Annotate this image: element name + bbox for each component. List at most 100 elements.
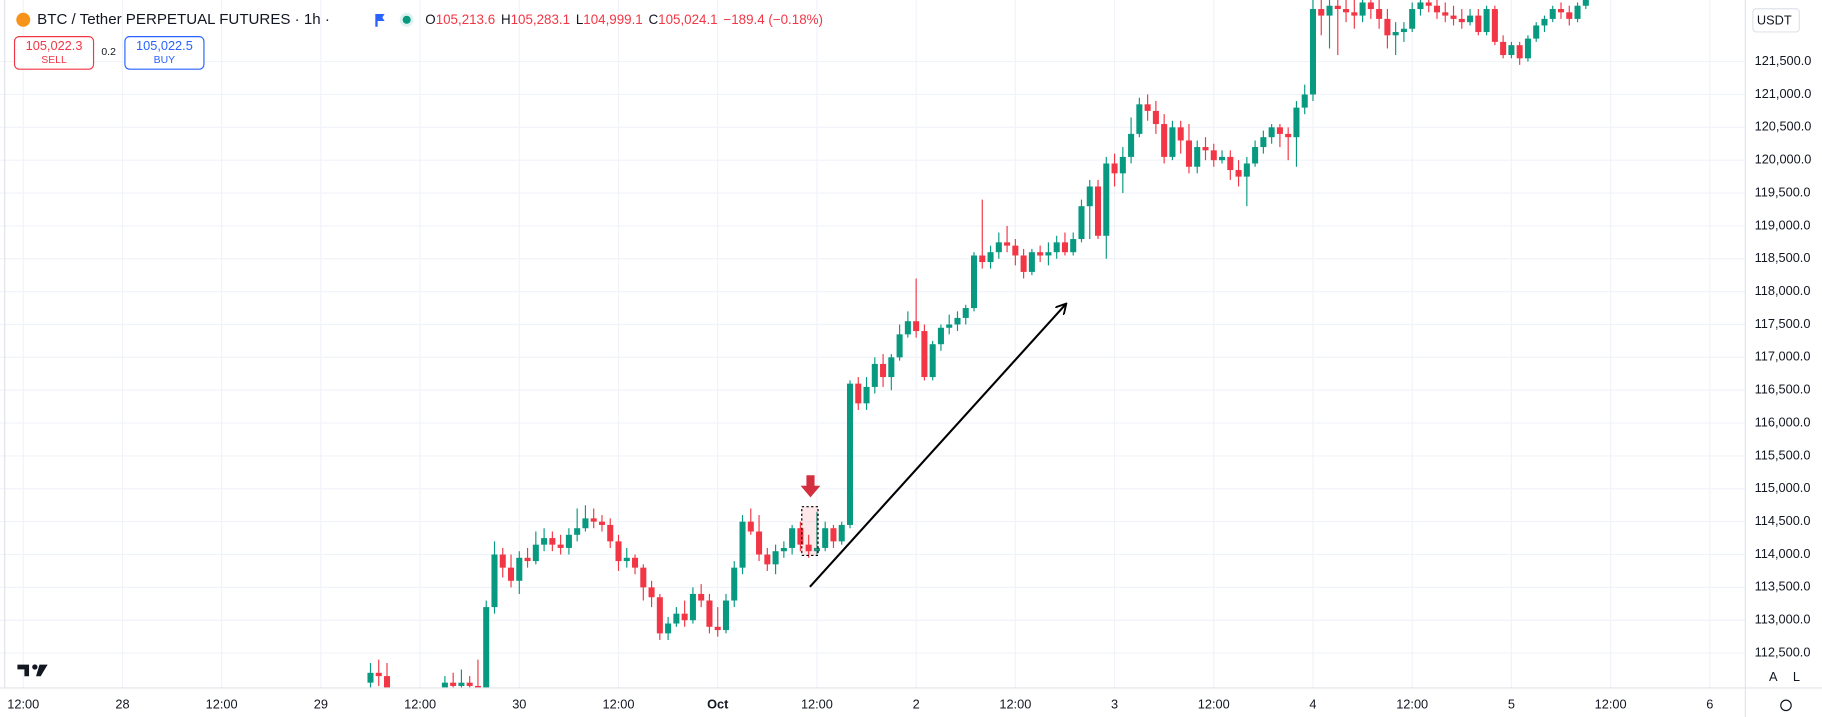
x-tick-label: 12:00: [603, 697, 635, 712]
candle-body: [1103, 163, 1110, 236]
y-tick-label: 117,500.0: [1755, 316, 1811, 331]
candle-body: [1169, 127, 1176, 157]
candle-body: [764, 554, 771, 565]
candle-body: [1128, 133, 1135, 157]
candle-body: [1467, 15, 1474, 23]
candle-body: [1161, 124, 1168, 157]
candle-body: [648, 587, 655, 598]
candle-body: [1061, 242, 1068, 253]
x-tick-label: 29: [314, 697, 328, 712]
candle-body: [1119, 156, 1126, 174]
candle-body: [1433, 5, 1441, 13]
candle-body: [1417, 2, 1424, 10]
x-tick-label: 30: [512, 697, 526, 712]
candle-body: [1210, 150, 1217, 161]
legend-value: 104,999.1: [583, 11, 642, 26]
y-tick-label: 118,500.0: [1755, 250, 1811, 265]
candle-body: [937, 327, 944, 345]
candle-body: [1301, 94, 1308, 108]
candle-body: [1359, 2, 1366, 16]
x-tick-label: 4: [1309, 697, 1316, 712]
y-tick-label: 114,000.0: [1755, 546, 1811, 561]
candle-body: [557, 544, 564, 548]
candle-body: [632, 557, 639, 568]
candle-body: [582, 518, 589, 529]
legend-key: C: [649, 11, 659, 26]
candle-body: [1334, 5, 1341, 10]
y-tick-label: 116,500.0: [1755, 382, 1811, 397]
x-tick-label: 12:00: [404, 697, 436, 712]
candle-body: [1392, 32, 1399, 36]
candle-body: [565, 534, 572, 548]
currency-button[interactable]: [1752, 8, 1800, 33]
candle-body: [1095, 186, 1102, 236]
x-tick-label: 12:00: [1396, 697, 1428, 712]
x-tick-label: Oct: [707, 697, 729, 712]
candle-body: [1516, 45, 1523, 59]
candle-body: [1384, 18, 1391, 36]
candle-body: [1152, 110, 1159, 125]
y-tick-label: 120,500.0: [1755, 119, 1812, 134]
symbol-title: BTC / Tether PERPETUAL FUTURES · 1h ·: [37, 11, 330, 28]
candle-body: [441, 682, 448, 688]
highlight-box: [801, 506, 819, 557]
candle-body: [846, 383, 854, 525]
candle-body: [1318, 9, 1325, 16]
sell-button[interactable]: [13, 36, 95, 70]
legend-key: H: [501, 11, 511, 26]
candle-body: [1400, 28, 1407, 33]
x-tick-label: 12:00: [1198, 697, 1230, 712]
candle-body: [450, 682, 457, 686]
candle-body: [838, 524, 845, 542]
candle-body: [1458, 18, 1465, 23]
candle-body: [929, 344, 936, 378]
candle-body: [913, 321, 920, 332]
candle-body: [590, 518, 597, 522]
candle-body: [466, 682, 473, 686]
candle-body: [731, 567, 738, 601]
candle-body: [714, 626, 721, 631]
candle-body: [1409, 9, 1416, 29]
y-tick-label: 116,000.0: [1755, 414, 1811, 429]
x-tick-label: 12:00: [7, 697, 39, 712]
candle-body: [656, 597, 663, 634]
candle-body: [574, 528, 581, 535]
y-tick-label: 118,000.0: [1755, 283, 1811, 298]
candle-body: [1070, 239, 1077, 253]
candle-body: [830, 528, 837, 542]
candle-body: [1235, 170, 1242, 177]
log-scale-button[interactable]: L: [1793, 669, 1800, 684]
price-axis: 112,500.0 113,000.0 113,500.0 114,000.0 114,…: [1755, 53, 1812, 659]
y-tick-label: 120,000.0: [1755, 152, 1812, 167]
candle-body: [822, 528, 829, 548]
candle-body: [722, 600, 730, 631]
candle-body: [516, 557, 523, 581]
buy-button[interactable]: [124, 36, 205, 70]
symbol-icon: [16, 12, 31, 27]
settings-icon[interactable]: [1780, 699, 1792, 712]
candle-body: [615, 541, 622, 562]
candle-body: [1574, 5, 1581, 19]
y-tick-label: 114,500.0: [1755, 513, 1811, 528]
candle-body: [1227, 156, 1234, 171]
candle-body: [1243, 163, 1250, 177]
candle-body: [1557, 9, 1565, 13]
candle-body: [1260, 137, 1267, 148]
trend-arrow: [809, 304, 1066, 588]
candle-body: [1185, 140, 1192, 167]
auto-scale-button[interactable]: A: [1769, 669, 1778, 684]
candle-body: [772, 551, 779, 565]
x-tick-label: 12:00: [1595, 697, 1627, 712]
grid: [0, 0, 1746, 688]
candle-body: [1194, 147, 1201, 167]
candle-body: [970, 255, 978, 309]
y-tick-label: 121,000.0: [1755, 86, 1812, 101]
candle-body: [483, 607, 490, 688]
candle-body: [1144, 104, 1151, 111]
candle-body: [1045, 252, 1052, 256]
legend-value: 105,024.1: [658, 11, 717, 26]
candle-body: [541, 538, 548, 545]
